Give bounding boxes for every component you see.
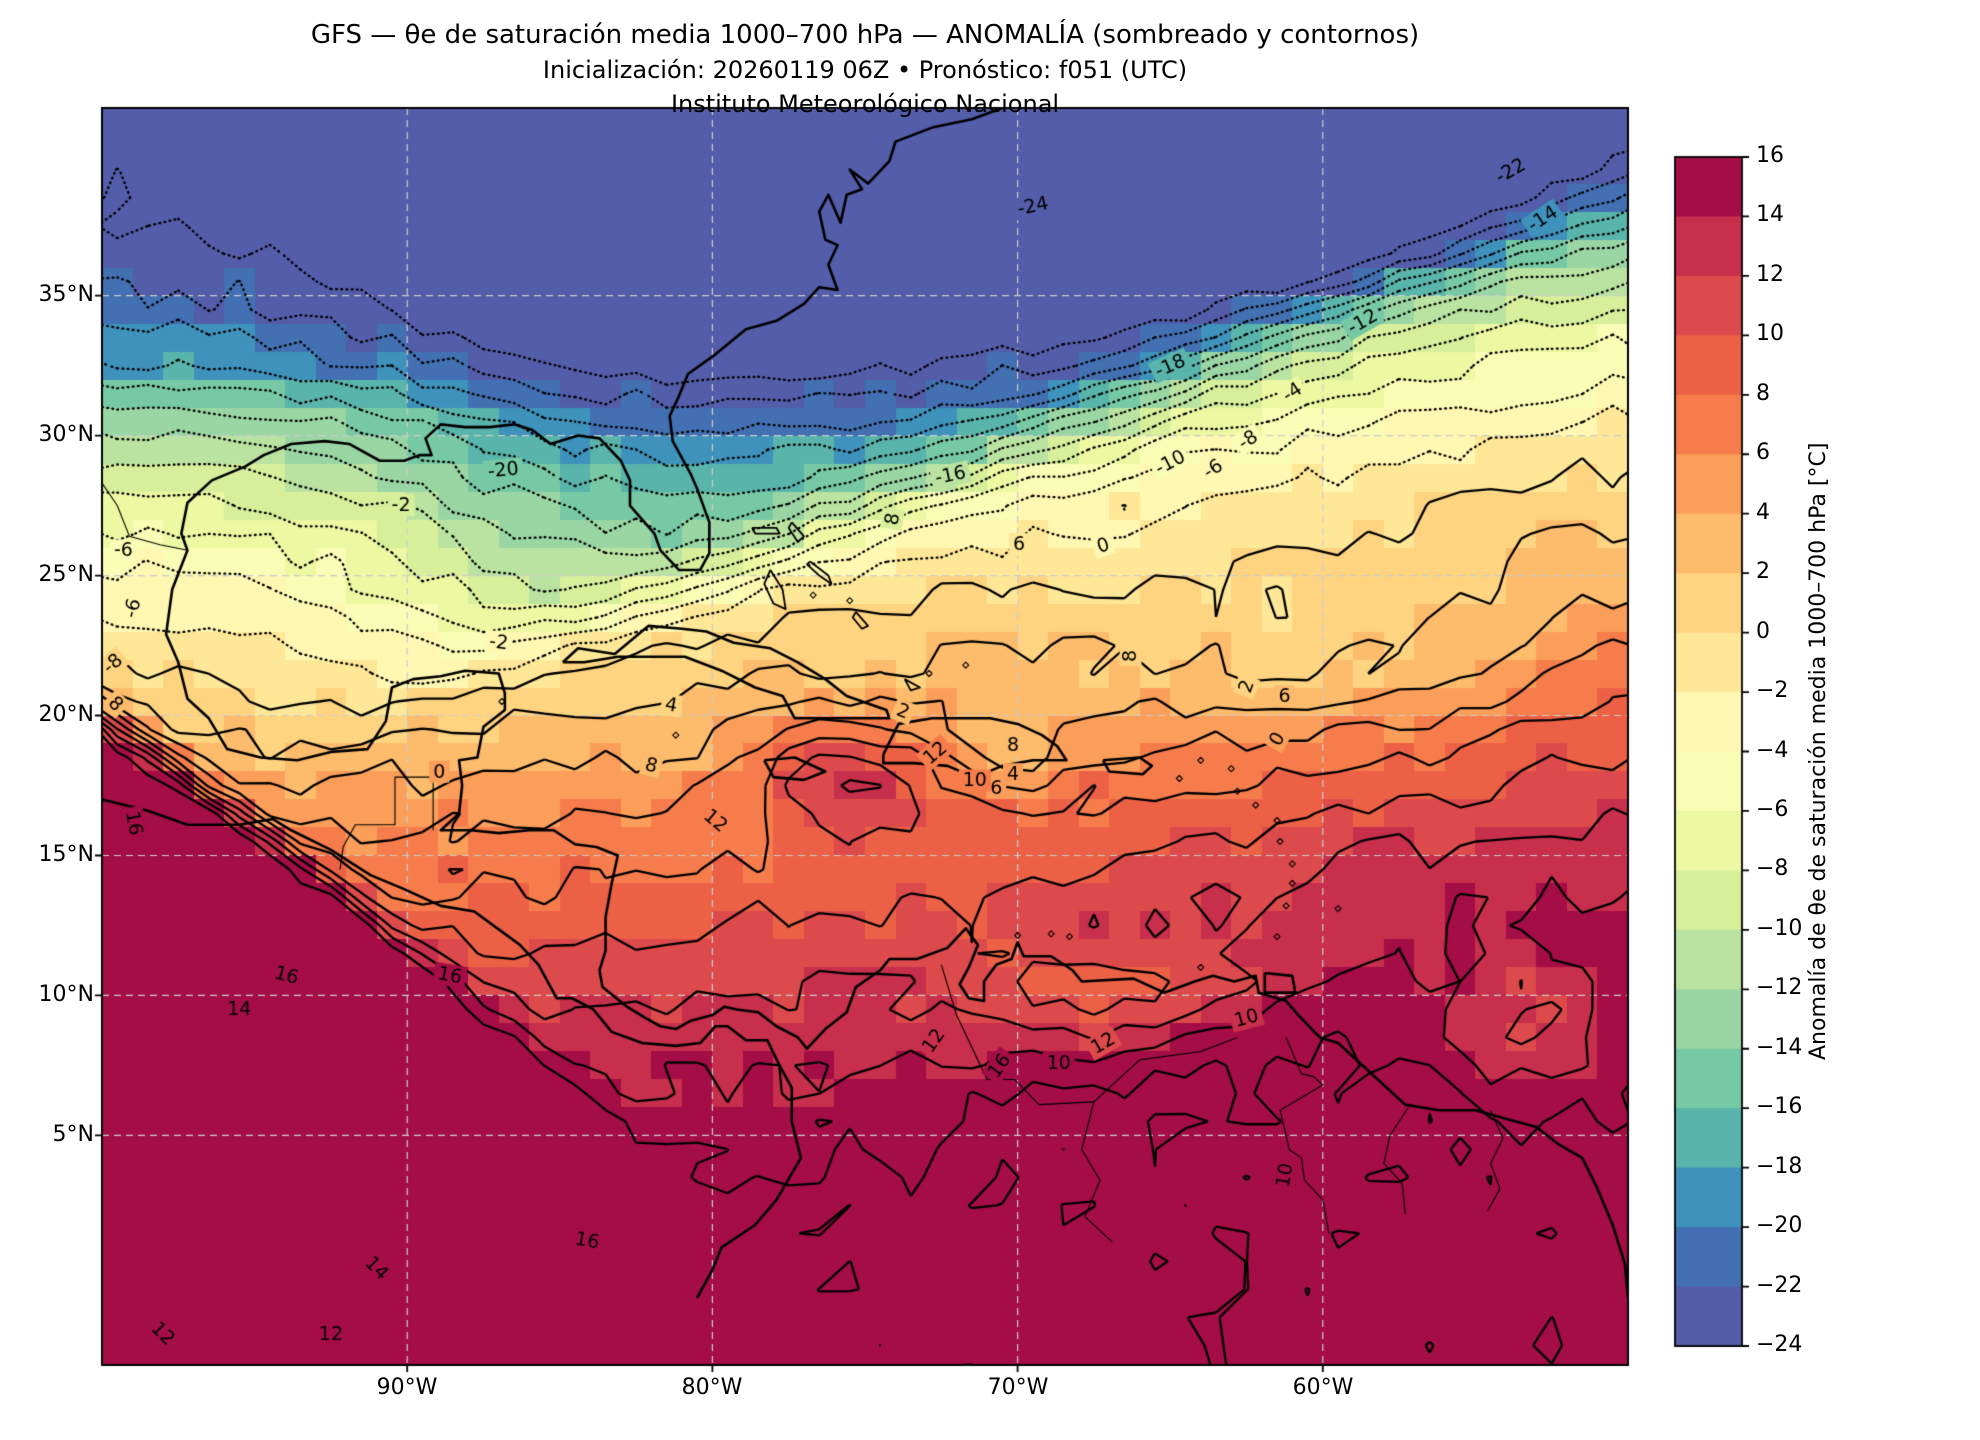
colorbar-tick-label: 6 bbox=[1756, 440, 1770, 466]
colorbar-tick-label: −20 bbox=[1756, 1213, 1803, 1239]
colorbar-tick-label: −4 bbox=[1756, 737, 1789, 763]
colorbar-tick-label: 14 bbox=[1756, 202, 1784, 228]
colorbar-tick-label: −14 bbox=[1756, 1034, 1803, 1060]
colorbar-tick-label: 10 bbox=[1756, 321, 1784, 347]
colorbar-tick-label: 4 bbox=[1756, 499, 1770, 525]
figure-institution: Instituto Meteorológico Nacional bbox=[670, 90, 1060, 118]
x-tick-label-90w: 90°W bbox=[376, 1375, 438, 1400]
colorbar-tick-label: 12 bbox=[1756, 261, 1784, 287]
colorbar-tick-label: −6 bbox=[1756, 796, 1789, 822]
colorbar-tick-label: −12 bbox=[1756, 975, 1803, 1001]
colorbar-tick-label: 2 bbox=[1756, 559, 1770, 585]
colorbar-tick-label: −16 bbox=[1756, 1094, 1803, 1120]
colorbar-tick-label: −2 bbox=[1756, 678, 1789, 704]
colorbar-tick-label: −24 bbox=[1756, 1332, 1803, 1357]
y-tick-label-10n: 10°N bbox=[38, 982, 94, 1007]
colorbar-tick-label: −10 bbox=[1756, 915, 1803, 941]
colorbar-tick-label: −22 bbox=[1756, 1272, 1803, 1298]
colorbar-tick-label: 0 bbox=[1756, 618, 1770, 644]
y-tick-label-20n: 20°N bbox=[38, 702, 94, 727]
colorbar-tick-label: −8 bbox=[1756, 856, 1789, 882]
figure-subtitle: Inicialización: 20260119 06Z • Pronóstic… bbox=[542, 56, 1188, 84]
y-tick-label-25n: 25°N bbox=[38, 562, 94, 587]
y-tick-label-15n: 15°N bbox=[38, 842, 94, 867]
y-tick-label-35n: 35°N bbox=[38, 282, 94, 307]
colorbar-tick-label: −18 bbox=[1756, 1153, 1803, 1179]
y-tick-label-5n: 5°N bbox=[52, 1122, 94, 1147]
colorbar-tick-label: 8 bbox=[1756, 380, 1770, 406]
colorbar-tick-label: 16 bbox=[1756, 143, 1784, 168]
x-tick-label-60w: 60°W bbox=[1292, 1375, 1354, 1400]
x-tick-label-80w: 80°W bbox=[681, 1375, 743, 1400]
figure-title: GFS — θe de saturación media 1000–700 hP… bbox=[310, 20, 1420, 50]
x-tick-label-70w: 70°W bbox=[987, 1375, 1049, 1400]
y-tick-label-30n: 30°N bbox=[38, 422, 94, 447]
